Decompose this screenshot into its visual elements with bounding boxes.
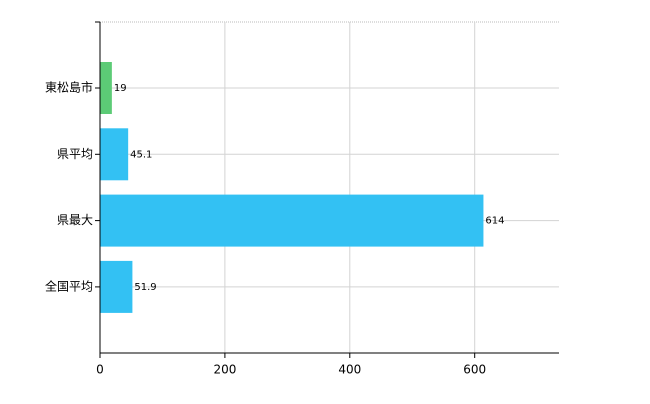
bar bbox=[100, 194, 484, 247]
x-tick-label: 200 bbox=[213, 363, 236, 377]
bar bbox=[100, 128, 129, 181]
y-tick-label: 県平均 bbox=[57, 147, 93, 161]
x-tick-label: 400 bbox=[338, 363, 361, 377]
y-tick-label: 東松島市 bbox=[45, 80, 93, 95]
x-tick-label: 600 bbox=[463, 363, 486, 377]
x-tick-label: 0 bbox=[96, 363, 104, 377]
value-label: 45.1 bbox=[130, 149, 152, 160]
y-tick-label: 県最大 bbox=[57, 213, 93, 227]
value-label: 614 bbox=[485, 216, 504, 227]
value-label: 19 bbox=[114, 83, 127, 94]
bar bbox=[100, 62, 112, 114]
bar bbox=[100, 260, 133, 313]
y-tick-label: 全国平均 bbox=[45, 278, 93, 293]
value-label: 51.9 bbox=[134, 282, 156, 293]
